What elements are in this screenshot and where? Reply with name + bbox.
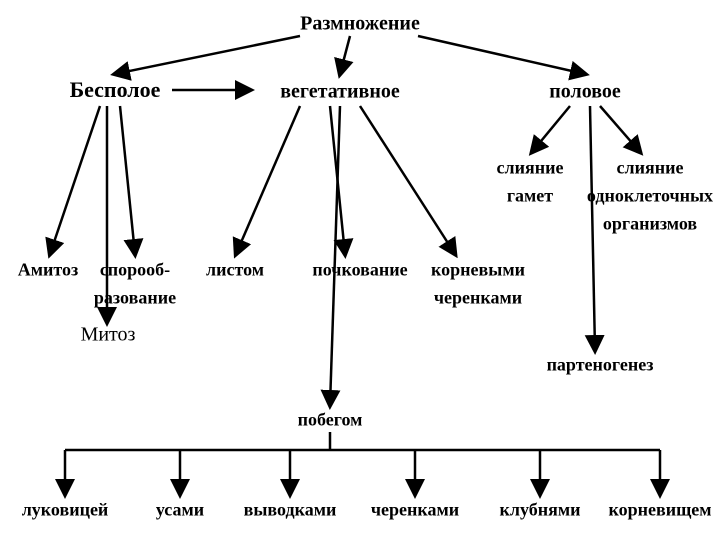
edge (115, 36, 300, 74)
edge (330, 106, 345, 254)
node-sliy1b: гамет (507, 186, 553, 207)
node-sliy2b: одноклеточных (587, 186, 713, 207)
edge (330, 106, 340, 405)
node-sporo1: спорооб- (100, 260, 170, 281)
node-vyvod: выводками (244, 500, 337, 521)
node-klubn: клубнями (500, 500, 581, 521)
node-pochk: почкование (312, 260, 407, 281)
node-sliy1a: слияние (497, 158, 564, 179)
node-mitoz: Митоз (81, 324, 136, 347)
edge (340, 36, 350, 74)
edge (418, 36, 585, 74)
node-korn2: черенками (434, 288, 522, 309)
node-cheren: черенками (371, 500, 459, 521)
node-sporo2: разование (94, 288, 176, 309)
node-polov: половое (549, 81, 621, 104)
node-lukov: луковицей (22, 500, 109, 521)
node-korniv: корневищем (608, 500, 711, 521)
node-listom: листом (206, 260, 264, 281)
node-sliy2c: организмов (603, 214, 697, 235)
node-parten: партеногенез (547, 355, 654, 376)
node-korn1: корневыми (431, 260, 525, 281)
edge (590, 106, 595, 350)
node-veget: вегетативное (280, 81, 399, 104)
edge (600, 106, 640, 152)
node-root: Размножение (300, 13, 420, 36)
edge (532, 106, 570, 152)
node-usami: усами (156, 500, 204, 521)
node-bespol: Бесполое (70, 77, 161, 103)
node-amitoz: Амитоз (18, 260, 78, 281)
node-sliy2a: слияние (617, 158, 684, 179)
node-pobeg: побегом (298, 410, 363, 431)
edge (50, 106, 100, 254)
edge (360, 106, 455, 254)
edge (120, 106, 135, 254)
edge (236, 106, 300, 254)
